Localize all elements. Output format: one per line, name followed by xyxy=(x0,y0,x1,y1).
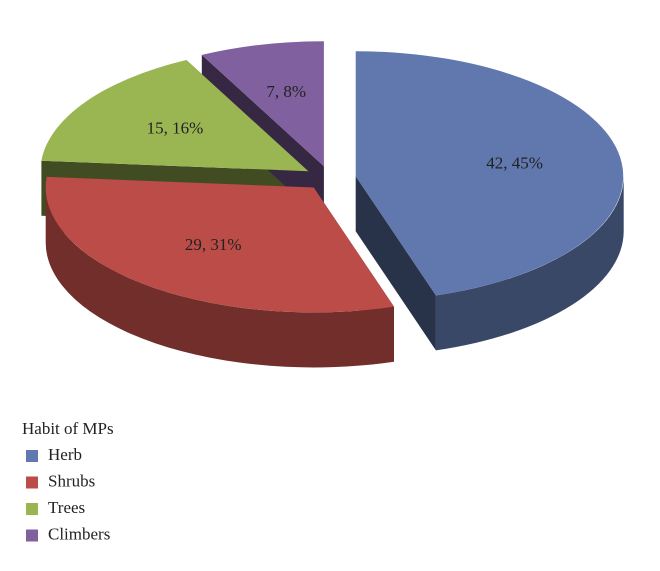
data-label: 29, 31% xyxy=(185,235,242,254)
legend-label: Climbers xyxy=(48,524,110,543)
legend: Habit of MPs Herb Shrubs Trees Climbers xyxy=(22,419,114,544)
legend-swatch xyxy=(26,450,38,462)
legend-swatch xyxy=(26,476,38,489)
legend-swatch xyxy=(26,529,38,542)
data-label: 42, 45% xyxy=(486,154,543,173)
legend-label: Shrubs xyxy=(48,471,95,490)
legend-title: Habit of MPs xyxy=(22,419,114,438)
legend-swatch xyxy=(26,503,38,515)
slice xyxy=(355,51,624,296)
data-label: 7, 8% xyxy=(266,82,306,101)
slice-side xyxy=(355,176,436,351)
slice xyxy=(41,60,309,172)
pie: 42, 45% 29, 31% 15, 16% 7, 8% xyxy=(41,41,624,368)
data-label: 15, 16% xyxy=(147,118,204,137)
legend-label: Herb xyxy=(48,445,82,464)
slice xyxy=(201,41,324,167)
slice-wall xyxy=(45,187,394,368)
legend-label: Trees xyxy=(48,498,85,517)
slice-wall xyxy=(435,176,624,351)
slice xyxy=(45,176,395,313)
